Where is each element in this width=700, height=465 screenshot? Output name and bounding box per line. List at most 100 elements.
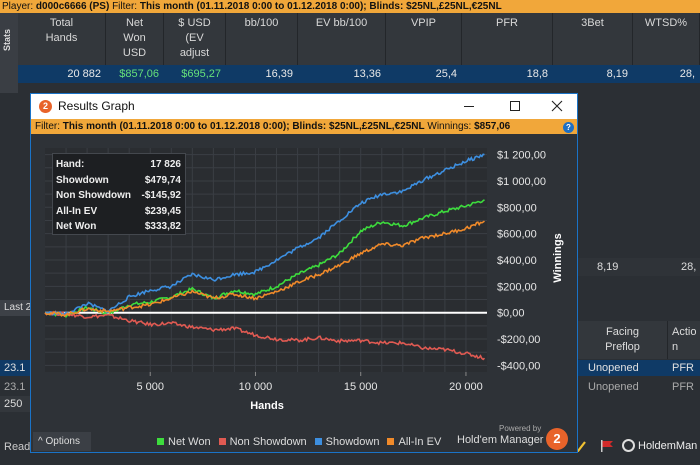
series-line-showdown[interactable] — [45, 153, 485, 316]
series-line-all-in-ev[interactable] — [44, 220, 485, 318]
summary-value: 17 826 — [150, 159, 181, 170]
legend-label: Showdown — [325, 436, 380, 448]
stat-value: $695,27 — [181, 68, 221, 80]
y-tick-label: $0,00 — [497, 308, 525, 320]
summary-label: Showdown — [56, 174, 109, 186]
y-tick-label: -$200,00 — [497, 334, 540, 346]
hand-date: 23.1 — [4, 362, 26, 374]
legend-item[interactable]: Showdown — [307, 436, 380, 448]
hand-date: 23.1 — [4, 381, 26, 393]
legend-swatch — [218, 438, 226, 445]
summary-value: $239,45 — [144, 205, 181, 217]
column-header[interactable]: VPIP — [386, 13, 462, 65]
dialog-title: Results Graph — [58, 99, 135, 113]
column-header[interactable]: PFR — [462, 13, 553, 65]
action-value: PFR — [672, 362, 694, 374]
column-header[interactable]: WTSD% — [633, 13, 700, 65]
y-tick-label: $800,00 — [497, 202, 537, 214]
column-header[interactable]: Total Hands — [18, 13, 106, 65]
y-tick-label: $1 200,00 — [497, 150, 546, 162]
y-tick-label: $400,00 — [497, 255, 537, 267]
winnings-label: Winnings: — [427, 121, 472, 132]
stat-value: $857,06 — [119, 68, 159, 80]
player-label: Player: — [2, 1, 34, 12]
summary-label: Hand: — [56, 159, 85, 170]
stat-value: 28, — [679, 68, 695, 80]
facing-preflop-header[interactable]: Facing Preflop — [578, 321, 668, 359]
column-header[interactable]: 3Bet — [553, 13, 633, 65]
last-hands-tab[interactable]: Last 2 — [0, 300, 34, 316]
y-axis-label: Winnings — [552, 233, 564, 282]
stat-value: 25,4 — [435, 68, 457, 80]
column-header[interactable]: Net Won USD — [106, 13, 164, 65]
dialog-titlebar[interactable]: 2 Results Graph — [31, 94, 577, 119]
stats-tab-label: Stats — [2, 28, 12, 51]
hm-logo-icon — [622, 439, 635, 452]
y-tick-label: $600,00 — [497, 229, 537, 241]
powered-by-text: Powered by — [499, 424, 542, 433]
maximize-icon[interactable] — [495, 94, 535, 119]
legend-label: Net Won — [168, 436, 211, 448]
brand-name: Hold'em Manager — [457, 434, 544, 446]
hm-app-icon: 2 — [39, 100, 52, 113]
action-value: PFR — [672, 381, 694, 393]
summary-label: Net Won — [56, 221, 97, 232]
x-tick-label: 10 000 — [239, 381, 273, 393]
background-stats-row: 8,19 28, — [575, 258, 700, 276]
stats-table-row[interactable]: 20 882 $857,06 $695,27 16,39 13,36 25,4 18,8 8,… — [18, 65, 700, 83]
stat-value: 18,8 — [526, 68, 548, 80]
legend-item[interactable]: Net Won — [149, 436, 211, 448]
legend-item[interactable]: Non Showdown — [211, 436, 307, 448]
filter-label: Filter: — [112, 1, 138, 12]
series-line-non-showdown[interactable] — [44, 310, 486, 361]
minimize-icon[interactable] — [449, 94, 489, 119]
legend-swatch — [314, 438, 322, 445]
summary-tooltip: Hand: 17 826 Showdown $479,74 Non Showdown -$… — [52, 153, 186, 235]
summary-row: Hand: 17 826 — [53, 157, 185, 173]
summary-row: Net Won $333,82 — [53, 219, 185, 235]
y-tick-label: $1 000,00 — [497, 176, 546, 188]
summary-label: All-In EV — [56, 205, 98, 217]
x-tick-label: 15 000 — [344, 381, 378, 393]
stat-value: 8,19 — [606, 68, 628, 80]
legend-item[interactable]: All-In EV — [379, 436, 441, 448]
chart-series — [44, 153, 486, 361]
player-filter-bar[interactable]: Player: d000c6666 (PS) Filter: This mont… — [0, 0, 700, 13]
help-icon[interactable]: ? — [563, 122, 574, 133]
player-name: d000c6666 (PS) — [35, 1, 110, 12]
options-label: Options — [45, 436, 80, 447]
stat-value: 16,39 — [265, 68, 293, 80]
action-header[interactable]: Actio n — [668, 321, 700, 359]
taskbar-app-button[interactable]: HoldemMan — [622, 438, 700, 454]
column-header[interactable]: $ USD (EV adjust — [164, 13, 226, 65]
stat-value: 13,36 — [353, 68, 381, 80]
summary-row: Showdown $479,74 — [53, 173, 185, 189]
facing-preflop-value: Unopened — [588, 362, 639, 374]
summary-row: Non Showdown -$145,92 — [53, 188, 185, 204]
chart-legend: Net Won Non Showdown Showdown All-In EV — [149, 434, 441, 450]
filter-text: This month (01.11.2018 0:00 to 01.12.201… — [139, 1, 502, 12]
stats-side-tab[interactable]: Stats — [0, 13, 18, 93]
legend-swatch — [157, 438, 164, 445]
summary-value: $333,82 — [144, 221, 181, 232]
dialog-filter-label: Filter: — [35, 121, 60, 132]
hm-brand-logo: 2 — [546, 428, 568, 450]
dialog-filter-bar[interactable]: Filter: This month (01.11.2018 0:00 to 0… — [31, 119, 577, 134]
winnings-value: $857,06 — [474, 121, 511, 132]
summary-label: Non Showdown — [56, 190, 131, 201]
page-size-selector[interactable]: 250 — [0, 396, 34, 412]
close-icon[interactable] — [537, 94, 577, 119]
status-text: Ready — [4, 441, 36, 453]
summary-value: $479,74 — [144, 174, 181, 186]
column-header[interactable]: EV bb/100 — [298, 13, 386, 65]
background-wtsd-value: 28, — [681, 261, 697, 273]
taskbar-app-label: HoldemMan — [638, 440, 698, 452]
flag-icon[interactable] — [600, 440, 614, 452]
x-tick-label: 5 000 — [136, 381, 164, 393]
column-header[interactable]: bb/100 — [226, 13, 298, 65]
dialog-filter-text: This month (01.11.2018 0:00 to 01.12.201… — [62, 121, 425, 132]
summary-row: All-In EV $239,45 — [53, 204, 185, 220]
options-button[interactable]: ^ Options — [33, 432, 91, 451]
x-tick-label: 20 000 — [449, 381, 483, 393]
